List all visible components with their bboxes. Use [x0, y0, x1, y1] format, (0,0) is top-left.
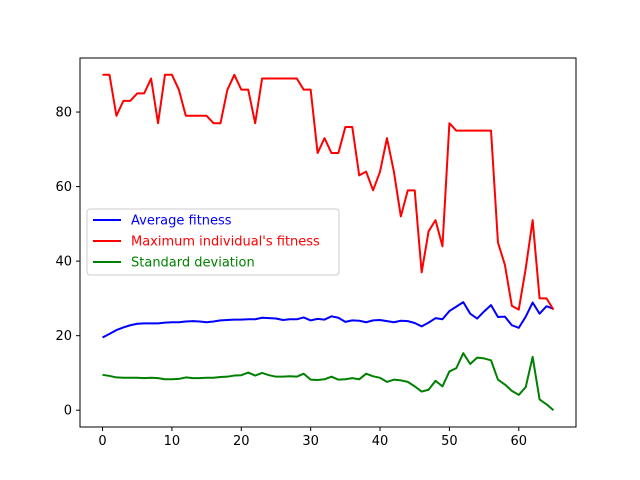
legend-label: Standard deviation: [131, 256, 255, 271]
x-tick-label: 0: [98, 434, 106, 449]
x-tick-label: 40: [372, 434, 389, 449]
legend-label: Maximum individual's fitness: [131, 235, 320, 250]
y-tick-label: 0: [64, 404, 72, 419]
x-tick-label: 50: [441, 434, 458, 449]
series-layer: [102, 73, 555, 411]
y-tick-label: 60: [55, 180, 72, 195]
series-line-maximum-individual-s-fitness: [102, 73, 555, 311]
x-tick-label: 10: [164, 434, 181, 449]
legend-label: Average fitness: [131, 214, 232, 229]
y-tick-label: 20: [55, 329, 72, 344]
legend-box: [86, 208, 340, 276]
axes-frame: [79, 57, 577, 428]
x-axis: 0 10 20 30 40 50 60: [98, 427, 527, 449]
x-tick-label: 60: [510, 434, 527, 449]
series-line-standard-deviation: [102, 352, 555, 411]
series-line-average-fitness: [102, 301, 554, 339]
y-tick-label: 80: [55, 106, 72, 121]
legend: Average fitness Maximum individual's fitn…: [86, 208, 340, 276]
y-tick-label: 40: [55, 255, 72, 270]
x-tick-label: 30: [302, 434, 319, 449]
x-tick-label: 20: [233, 434, 250, 449]
y-axis: 0 20 40 60 80: [55, 106, 80, 419]
